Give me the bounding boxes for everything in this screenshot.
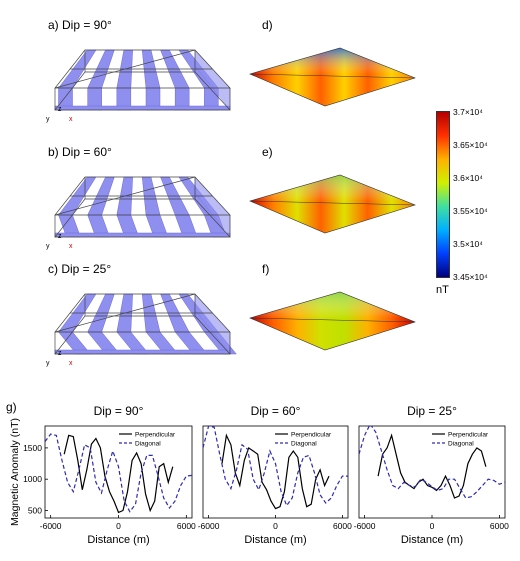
chart-panel-3: Dip = 25° -6000 0 6000 Distance (m) Perpendic… [354,404,509,546]
x-axis-label: Distance (m) [87,534,149,546]
panel-f-label: f) [262,262,270,276]
panel-a-label: a) Dip = 90° [48,18,112,32]
series-line-diagonal [45,433,192,513]
plot-frame [44,425,193,519]
legend-label: Perpendicular [135,432,176,439]
axes-icon-c: y z x [46,350,76,370]
legend-label: Diagonal [448,441,474,448]
series-line-diagonal [203,426,348,507]
axis-y-label: y [46,243,50,250]
anomaly-map-shade [250,48,415,106]
anomaly-maps [249,47,416,351]
colorbar-tick: 3.6×10⁴ [453,173,483,183]
colorbar-tick: 3.7×10⁴ [453,107,483,117]
colorbar [436,111,450,278]
legend-label: Perpendicular [291,432,332,439]
axis-y-label: y [46,360,50,367]
chart-title: Dip = 25° [407,404,457,418]
plot-frame [358,425,506,519]
x-tick-label: -6000 [198,521,220,531]
x-axis-label: Distance (m) [401,534,463,546]
x-tick-label: -6000 [40,521,62,531]
base-slab [54,105,231,111]
y-tick-label: 1500 [23,443,42,453]
chart-panel-2: Dip = 60° -6000 0 6000 Distance (m) Perpendic… [198,404,352,546]
profile-line [249,73,416,79]
y-tick-label: 1000 [23,474,42,484]
series-line-diagonal [359,426,505,499]
axis-z-label: z [58,233,62,240]
axis-z-label: z [58,106,62,113]
block-model-dip-90 [54,49,231,111]
x-tick-label: 6000 [333,521,352,531]
x-axis-label: Distance (m) [244,534,306,546]
axis-z-label: z [58,350,62,357]
anomaly-map-shade [250,175,415,233]
panel-d-label: d) [262,18,273,32]
legend-label: Diagonal [135,441,161,448]
y-tick-label: 500 [28,505,42,515]
axis-x-label: x [69,243,73,250]
base-slab [54,232,231,238]
profile-line [249,200,416,206]
x-tick-label: 6000 [177,521,196,531]
series-line-perpendicular [377,433,487,499]
base-slab [54,349,231,355]
colorbar-tick: 3.5×10⁴ [453,239,483,249]
axes-icon-a: y z x [46,106,76,126]
block-model-dip-25 [54,293,237,355]
x-tick-label: 6000 [490,521,509,531]
x-tick-label: 0 [430,521,435,531]
series-line-perpendicular [63,434,174,514]
y-axis-label: Magnetic Anomaly (nT) [9,418,21,526]
line-charts: Dip = 90° -6000 0 6000 500 1000 1500 Distance (… [9,404,509,546]
chart-title: Dip = 60° [251,404,301,418]
block-model-dip-60 [54,176,231,238]
panel-e-label: e) [262,145,273,159]
series-line-perpendicular [221,433,330,510]
axis-x-label: x [69,116,73,123]
legend-label: Perpendicular [448,432,489,439]
axis-x-label: x [69,360,73,367]
axis-y-label: y [46,116,50,123]
panel-g-label: g) [6,400,17,414]
colorbar-tick: 3.65×10⁴ [453,140,488,150]
panel-b-label: b) Dip = 60° [48,145,112,159]
chart-panel-1: Dip = 90° -6000 0 6000 500 1000 1500 Distance (… [9,404,196,546]
colorbar-tick: 3.45×10⁴ [453,272,488,282]
block-models-layer [54,47,416,355]
x-tick-label: 0 [116,521,121,531]
x-tick-label: 0 [273,521,278,531]
panel-c-label: c) Dip = 25° [48,262,112,276]
axes-icon-b: y z x [46,233,76,253]
profile-line [249,317,416,323]
x-tick-label: -6000 [354,521,376,531]
plot-frame [202,425,349,519]
legend-label: Diagonal [291,441,317,448]
anomaly-map-shade [250,292,415,350]
chart-title: Dip = 90° [94,404,144,418]
colorbar-unit: nT [436,284,449,296]
colorbar-tick: 3.55×10⁴ [453,206,488,216]
